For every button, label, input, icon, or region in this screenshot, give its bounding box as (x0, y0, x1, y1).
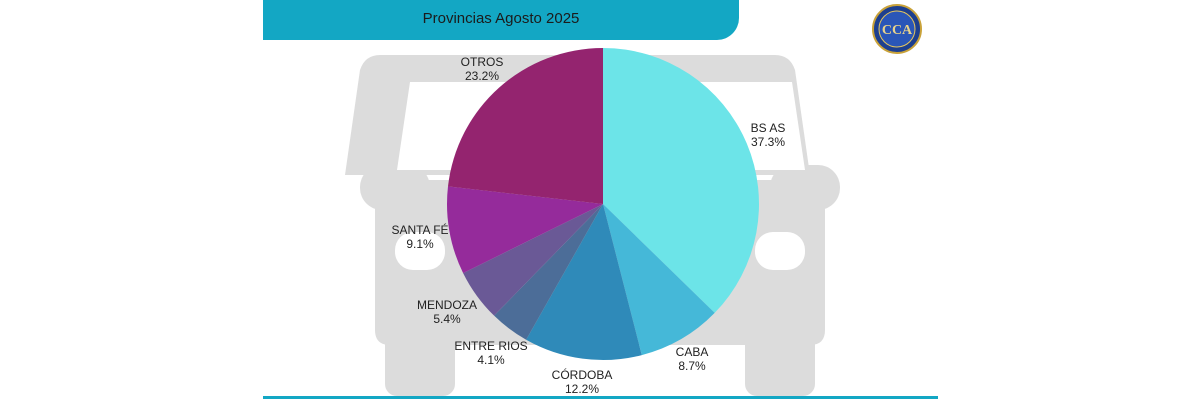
slice-label: CABA (676, 345, 709, 359)
chart-title: Provincias Agosto 2025 (422, 9, 580, 27)
slice-value-label: 37.3% (751, 135, 785, 149)
pie-slice-santa-f- (447, 186, 603, 274)
title-banner (263, 0, 739, 40)
slice-value-label: 8.7% (678, 359, 706, 373)
slice-value-label: 12.2% (565, 382, 599, 396)
slice-label: SANTA FÉ (391, 222, 448, 237)
svg-text:CCA: CCA (882, 23, 913, 38)
slice-value-label: 4.1% (477, 353, 505, 367)
pie-slice-otros (447, 48, 603, 204)
car-right-headlight (755, 232, 805, 270)
pie-slice-entre-rios (494, 204, 603, 340)
bottom-rule (263, 396, 938, 399)
cca-seal-logo: CCA (872, 4, 922, 54)
slice-label: BS AS (751, 121, 786, 135)
slice-value-label: 5.4% (433, 312, 461, 326)
pie-slice-c-rdoba (526, 204, 642, 360)
pie-slice-caba (603, 204, 715, 356)
car-left-headlight (395, 232, 445, 270)
car-right-wheel (745, 330, 815, 396)
slice-value-label: 23.2% (465, 69, 499, 83)
pie-slice-bs-as (603, 48, 760, 313)
slice-label: CÓRDOBA (552, 367, 613, 382)
slice-label: ENTRE RIOS (454, 339, 527, 353)
slice-label: MENDOZA (417, 298, 477, 312)
car-left-wheel (385, 330, 455, 396)
slice-value-label: 9.1% (406, 237, 434, 251)
pie-slice-mendoza (463, 204, 603, 316)
slice-label: OTROS (461, 55, 504, 69)
